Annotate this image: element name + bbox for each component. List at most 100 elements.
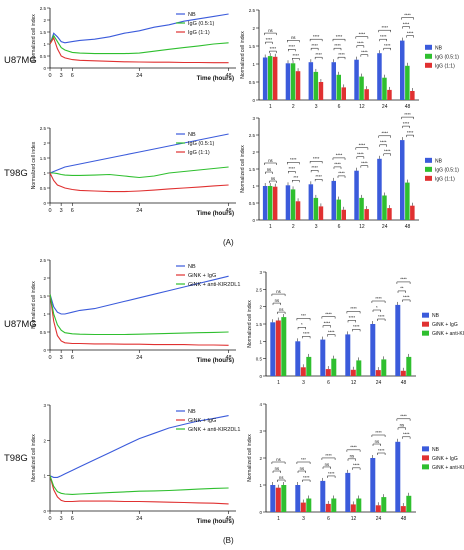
chart-group: 0 0.5 1 1.5 2 2.5 Normalized cell index 0 3 6 24 48… <box>31 258 240 364</box>
legend-label: GiNK + anti-KIR2DL1 <box>188 427 240 433</box>
significance-bracket <box>396 281 411 284</box>
bar-3 <box>387 208 392 220</box>
bar-1 <box>295 485 301 512</box>
significance-label: **** <box>328 471 335 476</box>
x-tick-label: 3 <box>302 516 305 522</box>
significance-label: **** <box>270 46 277 51</box>
significance-bracket <box>322 466 331 469</box>
y-tick-label: 0.5 <box>40 330 47 335</box>
significance-bracket <box>352 467 361 470</box>
bar-1 <box>262 57 268 100</box>
cell-line-label-a2: T98G <box>4 168 28 179</box>
y-tick-label: 0.5 <box>256 357 263 362</box>
x-tick-label: 6 <box>71 355 74 361</box>
y-tick-label: 0 <box>252 98 255 103</box>
cell-line-label-b2: T98G <box>4 453 28 464</box>
x-tick-label: 48 <box>225 73 231 79</box>
significance-label: **** <box>403 21 410 26</box>
significance-bracket <box>346 449 361 452</box>
significance-bracket <box>265 171 273 174</box>
significance-label: **** <box>315 174 322 179</box>
significance-bracket <box>402 436 411 439</box>
y-tick-label: 2.5 <box>40 126 47 131</box>
legend-swatch <box>425 62 432 68</box>
bar-3 <box>295 71 301 100</box>
bar-1 <box>377 53 382 100</box>
y-tick-label: 2 <box>252 150 255 155</box>
x-tick-label: 12 <box>351 516 357 522</box>
significance-label: ns <box>271 176 275 181</box>
significance-label: **** <box>313 34 320 39</box>
significance-bracket <box>264 32 277 36</box>
significance-label: **** <box>381 25 388 30</box>
y-tick-label: 1.5 <box>249 167 256 172</box>
legend-label: IgG (0.5:1) <box>435 167 459 173</box>
bar-3 <box>356 498 362 512</box>
significance-bracket <box>292 58 300 61</box>
significance-label: ns <box>279 307 283 312</box>
significance-bracket <box>378 135 391 138</box>
y-axis-label: Normalized cell index <box>240 145 246 193</box>
legend-swatch <box>425 175 432 181</box>
series-line-1 <box>49 13 229 45</box>
significance-label: **** <box>361 49 368 54</box>
y-tick-label: 1 <box>252 184 255 189</box>
significance-label: **** <box>375 430 382 435</box>
x-tick-label: 24 <box>382 224 388 230</box>
bar-2 <box>267 186 273 220</box>
significance-label: **** <box>266 37 273 42</box>
legend-label: GiNK + IgG <box>432 456 458 462</box>
significance-label: **** <box>303 331 310 336</box>
y-tick-label: 1 <box>43 171 46 176</box>
bar-2 <box>405 65 410 100</box>
y-tick-label: 3 <box>252 116 255 121</box>
y-axis-label: Normalized cell index <box>31 434 37 482</box>
significance-bracket <box>302 479 311 482</box>
bar-2 <box>382 195 387 220</box>
significance-label: ns <box>300 466 304 471</box>
bar-3 <box>410 91 415 100</box>
significance-label: **** <box>380 34 387 39</box>
significance-label: **** <box>289 44 296 49</box>
x-tick-label: 6 <box>327 380 330 386</box>
significance-bracket <box>379 144 387 147</box>
x-tick-label: 3 <box>302 380 305 386</box>
significance-label: **** <box>404 112 411 117</box>
bar-3 <box>381 359 387 376</box>
significance-bracket <box>379 38 387 42</box>
bar-3 <box>295 201 301 220</box>
x-tick-label: 3 <box>315 104 318 110</box>
significance-label: **** <box>384 149 391 154</box>
bar-2 <box>325 503 331 512</box>
x-tick-label: 24 <box>376 380 382 386</box>
bar-3 <box>272 56 278 100</box>
y-tick-label: 2 <box>252 26 255 31</box>
significance-bracket <box>337 175 346 178</box>
bar-2 <box>313 71 319 100</box>
legend-swatch <box>422 464 429 470</box>
bar-2 <box>359 76 364 100</box>
significance-bracket <box>264 162 277 165</box>
significance-bracket <box>355 147 369 150</box>
x-axis-label: Time (hours) <box>197 357 234 364</box>
series-line-3 <box>49 172 229 193</box>
y-tick-label: 1 <box>43 42 46 47</box>
y-tick-label: 1 <box>252 62 255 67</box>
bar-3 <box>306 498 312 512</box>
x-tick-label: 0 <box>48 208 51 214</box>
significance-bracket <box>321 457 336 460</box>
bar-1 <box>370 324 376 376</box>
x-tick-label: 1 <box>269 224 272 230</box>
y-tick-label: 1.5 <box>249 44 256 49</box>
significance-label: *** <box>293 175 298 180</box>
significance-bracket <box>347 458 356 461</box>
bar-3 <box>306 356 312 376</box>
significance-label: * <box>301 322 303 327</box>
significance-bracket <box>309 38 323 42</box>
significance-bracket <box>355 36 369 39</box>
y-tick-label: 2.5 <box>249 8 256 13</box>
panel-label-b: (B) <box>223 536 234 545</box>
significance-label: **** <box>328 329 335 334</box>
